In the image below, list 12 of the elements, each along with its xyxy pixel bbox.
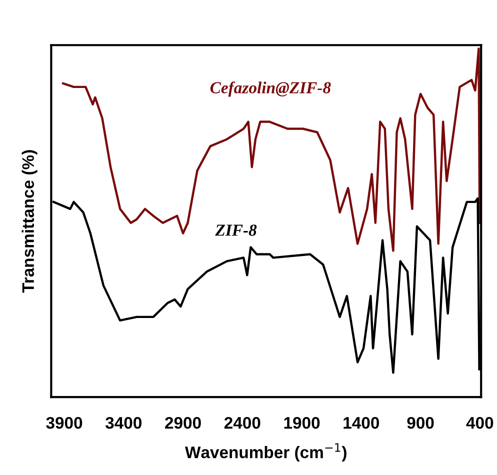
y-axis-title: Transmittance (%) <box>22 150 38 293</box>
x-tick-label: 1400 <box>344 416 380 429</box>
x-tick-label: 3900 <box>46 416 82 429</box>
x-tick-label: 1900 <box>284 416 320 429</box>
series-label: Cefazolin@ZIF-8 <box>210 81 331 97</box>
x-tick-label: 900 <box>407 416 434 429</box>
series-label: ZIF-8 <box>215 224 257 236</box>
x-tick-label: 3400 <box>105 416 142 429</box>
x-axis-title: Wavenumber (cm$^{−1}$) <box>184 443 346 462</box>
x-tick-label: 2900 <box>165 416 201 429</box>
x-tick-label: 2400 <box>224 416 260 429</box>
x-tick-label: 400 <box>466 416 494 429</box>
